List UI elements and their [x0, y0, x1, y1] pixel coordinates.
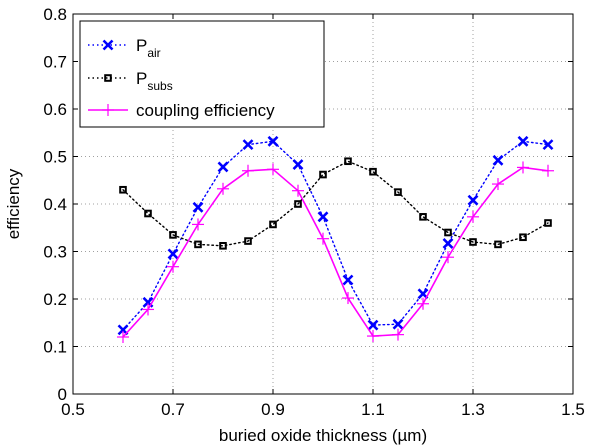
series-3: [117, 161, 554, 343]
data-point: [444, 239, 453, 248]
y-axis-label: efficiency: [4, 168, 23, 239]
data-point: [519, 137, 528, 146]
series-2: [120, 158, 551, 248]
data-point: [394, 320, 403, 329]
series-line: [123, 167, 548, 337]
data-point: [317, 233, 329, 245]
data-point: [342, 292, 354, 304]
y-tick-label: 0.3: [43, 243, 67, 262]
x-axis-label: buried oxide thickness (µm): [219, 426, 427, 445]
data-point: [244, 140, 253, 149]
data-point: [242, 165, 254, 177]
x-tick-label: 0.7: [161, 400, 185, 419]
data-point: [494, 156, 503, 165]
y-tick-label: 0.2: [43, 290, 67, 309]
x-tick-label: 0.9: [261, 400, 285, 419]
legend: PairPsubscoupling efficiency: [80, 21, 324, 127]
series-group: [117, 137, 554, 343]
data-point: [270, 222, 276, 228]
y-tick-label: 0.6: [43, 100, 67, 119]
data-point: [219, 162, 228, 171]
square-marker-box: [145, 211, 151, 217]
x-tick-label: 1.3: [461, 400, 485, 419]
data-point: [469, 196, 478, 205]
y-tick-label: 0: [58, 385, 67, 404]
data-point: [320, 172, 326, 178]
legend-label: coupling efficiency: [136, 101, 275, 120]
data-point: [217, 183, 229, 195]
data-point: [344, 276, 353, 285]
data-point: [294, 160, 303, 169]
data-point: [467, 211, 479, 223]
data-point: [520, 234, 526, 240]
square-marker-box: [320, 172, 326, 178]
series-line: [123, 161, 548, 246]
y-tick-label: 0.1: [43, 338, 67, 357]
data-point: [492, 178, 504, 190]
square-marker-box: [270, 222, 276, 228]
data-point: [517, 161, 529, 173]
x-tick-label: 1.1: [361, 400, 385, 419]
square-marker-box: [520, 234, 526, 240]
y-tick-label: 0.7: [43, 53, 67, 72]
series-1: [119, 137, 553, 335]
data-point: [542, 165, 554, 177]
y-tick-label: 0.4: [43, 195, 67, 214]
data-point: [145, 211, 151, 217]
y-tick-label: 0.5: [43, 148, 67, 167]
data-point: [367, 330, 379, 342]
data-point: [192, 218, 204, 230]
x-tick-label: 1.5: [561, 400, 585, 419]
data-point: [319, 212, 328, 221]
series-line: [123, 141, 548, 330]
y-tick-label: 0.8: [43, 5, 67, 24]
